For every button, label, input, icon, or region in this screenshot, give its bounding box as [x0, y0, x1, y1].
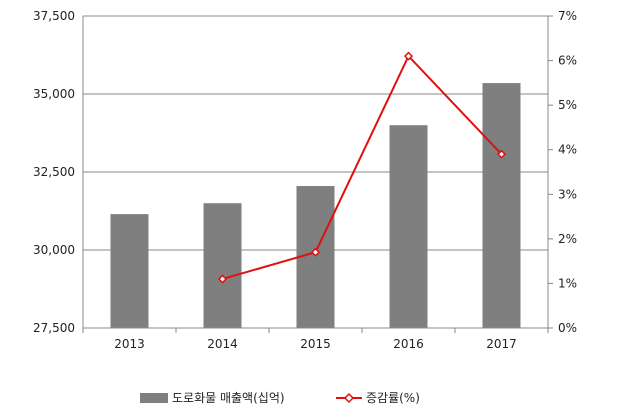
right-tick-label: 0%	[558, 321, 577, 335]
line-point	[217, 274, 228, 284]
line-point	[496, 149, 507, 159]
line-point	[403, 51, 414, 61]
left-tick-label: 35,000	[33, 87, 75, 101]
line-point	[310, 247, 321, 257]
legend: 도로화물 매출액(십억) 증감률(%)	[140, 391, 420, 405]
line-series	[217, 51, 507, 284]
right-axis-tick-labels: 0% 1% 2% 3% 4% 5% 6% 7%	[558, 9, 577, 335]
legend-bar-label: 도로화물 매출액(십억)	[172, 391, 285, 405]
bar	[389, 125, 428, 328]
x-axis-tick-labels: 2013 2014 2015 2016 2017	[114, 337, 517, 351]
bar	[110, 214, 149, 328]
x-tick-label: 2016	[393, 337, 424, 351]
x-tick-label: 2015	[300, 337, 331, 351]
bar	[296, 186, 335, 328]
right-tick-label: 4%	[558, 143, 577, 157]
left-tick-label: 30,000	[33, 243, 75, 257]
right-tick-label: 7%	[558, 9, 577, 23]
axes	[82, 15, 553, 333]
x-tick-label: 2017	[486, 337, 517, 351]
legend-line-label: 증감률(%)	[366, 391, 420, 405]
right-tick-label: 1%	[558, 276, 577, 290]
legend-line-marker	[343, 392, 355, 404]
left-tick-label: 32,500	[33, 165, 75, 179]
right-tick-label: 6%	[558, 54, 577, 68]
bar	[203, 203, 242, 328]
left-tick-label: 37,500	[33, 9, 75, 23]
right-tick-label: 2%	[558, 232, 577, 246]
right-tick-label: 3%	[558, 187, 577, 201]
x-tick-label: 2014	[207, 337, 238, 351]
left-tick-label: 27,500	[33, 321, 75, 335]
bar-series	[110, 83, 521, 328]
right-tick-label: 5%	[558, 98, 577, 112]
left-axis-tick-labels: 27,500 30,000 32,500 35,000 37,500	[33, 9, 75, 335]
series-line	[222, 54, 503, 280]
bar	[482, 83, 521, 328]
x-tick-label: 2013	[114, 337, 145, 351]
legend-bar-swatch	[140, 393, 168, 403]
